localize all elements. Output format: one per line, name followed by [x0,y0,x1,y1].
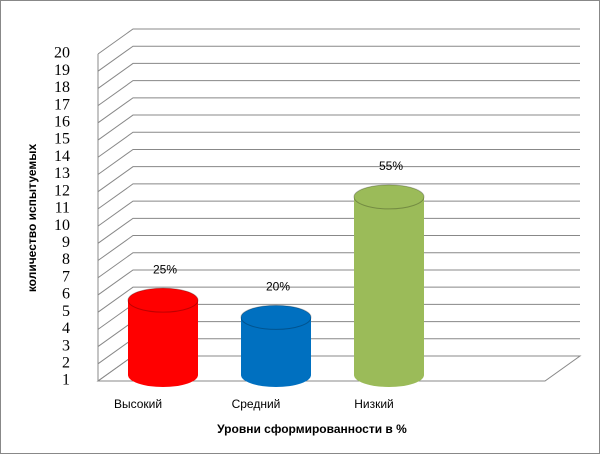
grid-line [97,148,580,175]
grid-line [97,286,580,313]
y-tick-label: 6 [62,286,70,303]
grid-line [97,235,580,261]
y-tick-label: 1 [62,372,70,389]
y-tick-label: 3 [62,337,70,354]
grid-line [97,200,580,227]
grid-line [97,217,580,244]
y-tick-label: 4 [62,320,70,337]
y-tick-label: 9 [62,234,70,251]
data-label: 25% [153,262,177,276]
y-axis-title: количество испытуемых [25,144,39,293]
y-tick-label: 10 [54,217,70,234]
bar-part [240,304,312,330]
x-tick-label: Средний [232,397,281,411]
y-tick-label: 12 [54,182,70,199]
y-tick-label: 17 [54,96,70,113]
grid-line [97,269,580,296]
grid-line [97,28,580,55]
y-tick-label: 19 [54,62,70,79]
grid-line [97,45,580,72]
grid-line [97,252,580,279]
bar-part [127,287,199,313]
y-tick-label: 18 [54,79,70,96]
grid-line [97,97,580,124]
grid-line [97,183,580,210]
y-tick-label: 13 [54,165,70,182]
y-tick-label: 8 [62,251,70,268]
x-tick-label: Высокий [114,397,162,411]
grid-line [97,62,580,89]
grid-line [97,114,580,141]
bar [127,287,199,387]
bar-part [128,300,198,387]
bar [353,184,425,387]
grid-line [97,166,580,193]
y-tick-label: 5 [62,303,70,320]
bar-part [353,184,425,210]
bar [240,304,312,387]
y-tick-label: 11 [55,200,70,217]
data-label: 20% [266,280,290,294]
grid-line [97,80,580,107]
bar-part [354,196,424,387]
data-label: 55% [379,159,403,173]
y-tick-label: 14 [54,148,70,165]
bar-part [241,317,311,387]
y-tick-label: 7 [62,268,70,285]
grid-line [97,131,580,158]
x-axis-title: Уровни сформированности в % [217,422,407,436]
y-tick-label: 2 [62,354,70,371]
y-tick-label: 15 [54,131,70,148]
y-tick-label: 16 [54,114,70,131]
x-tick-label: Низкий [354,397,394,411]
y-tick-label: 20 [54,45,70,62]
